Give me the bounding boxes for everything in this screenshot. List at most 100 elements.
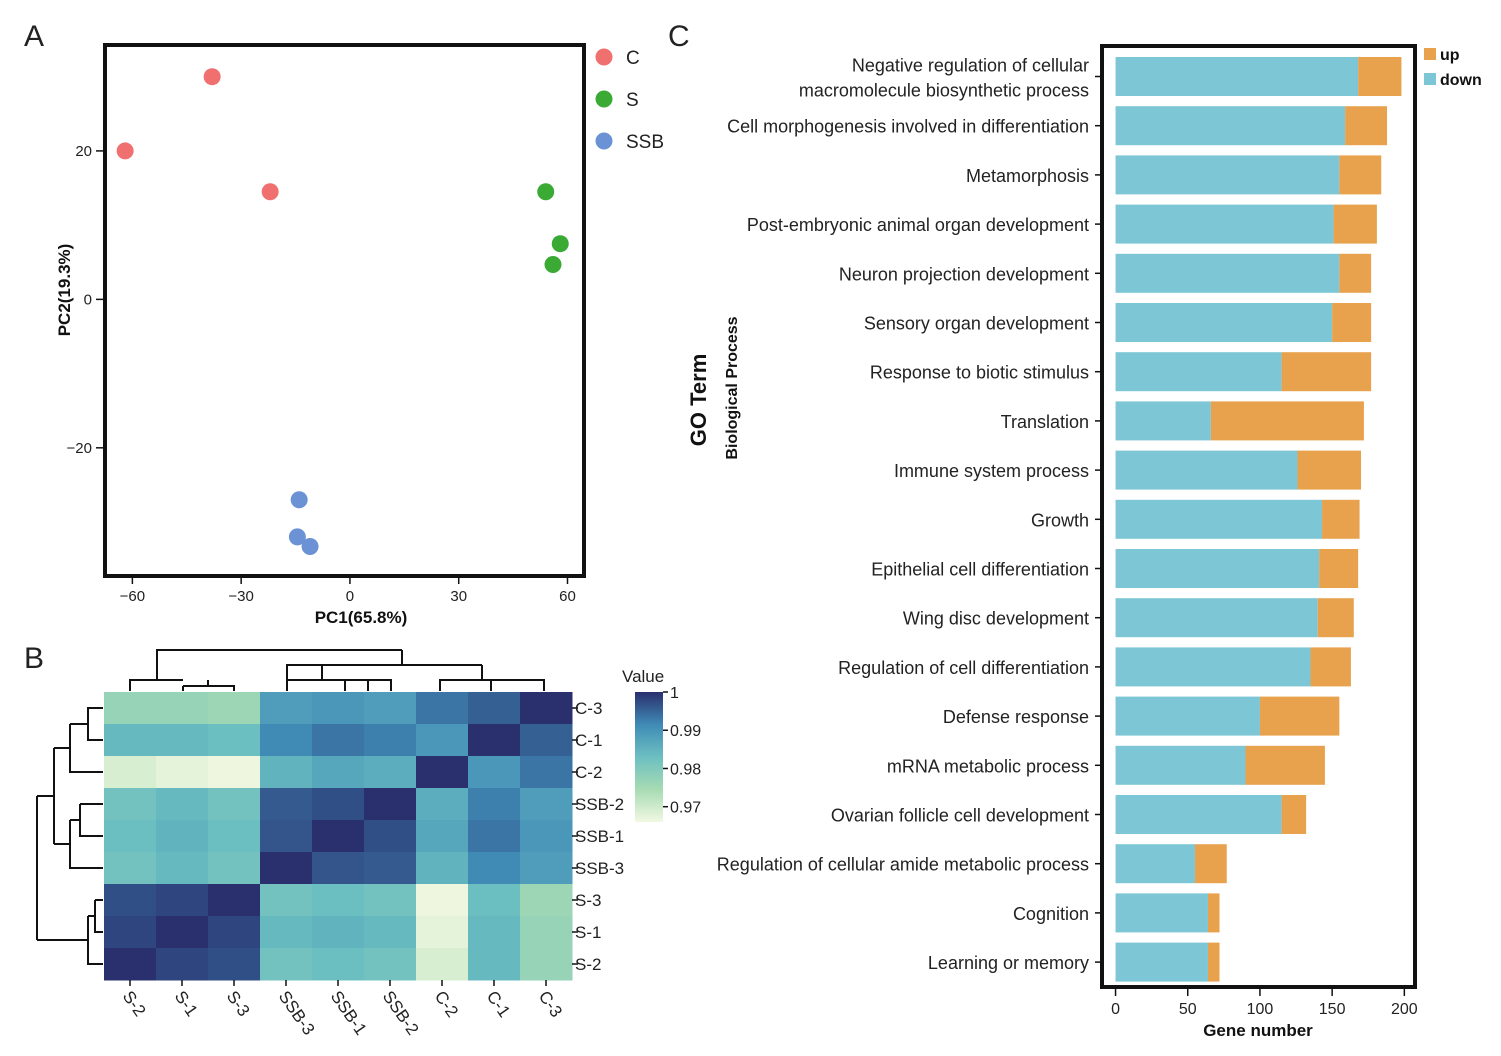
bar-down [1115, 204, 1334, 244]
go-term-label: Defense response [943, 707, 1089, 727]
heatmap-cell [156, 820, 209, 853]
pca-point-s [544, 255, 562, 273]
colorbar-tick-label: 0.98 [670, 761, 701, 778]
heatmap-cell [104, 884, 157, 917]
go-term-label-line: Negative regulation of cellular [852, 56, 1089, 76]
heatmap-row-labels: C-3 C-1 C-2 SSB-2 SSB-1 SSB-3 S-3 S-1 S-2 [572, 699, 624, 974]
pca-y-tick-label: 0 [84, 291, 92, 308]
heatmap-cell [416, 724, 469, 757]
heatmap-col-label: S-1 [171, 987, 202, 1020]
heatmap-col-label: SSB-3 [275, 987, 319, 1038]
go-term-label-line: Metamorphosis [966, 166, 1089, 186]
pca-x-tick-label: 30 [450, 588, 467, 605]
pca-x-axis: −60 −30 0 30 60 [120, 577, 576, 605]
go-term-label-line: Regulation of cellular amide metabolic p… [717, 855, 1089, 875]
bar-down [1115, 499, 1323, 539]
bar-up [1210, 401, 1364, 441]
legend-swatch-ssb [595, 132, 613, 150]
heatmap-cell [104, 756, 157, 789]
pca-point-ssb [290, 491, 308, 509]
bar-down [1115, 745, 1246, 785]
go-term-label-line: Sensory organ development [864, 314, 1089, 334]
heatmap-cell [468, 724, 521, 757]
column-dendrogram [129, 649, 545, 691]
bar-down [1115, 401, 1211, 441]
go-term-label-line: Cell morphogenesis involved in different… [727, 117, 1089, 137]
heatmap-cell [364, 820, 417, 853]
go-term-label-line: Epithelial cell differentiation [871, 560, 1089, 580]
go-x-tick-label: 0 [1111, 1001, 1120, 1018]
heatmap-cell [468, 788, 521, 821]
pca-legend: CS SSB [595, 48, 664, 153]
heatmap-row-label: S-3 [575, 891, 601, 910]
bar-up [1333, 204, 1377, 244]
colorbar-tick-label: 0.99 [670, 723, 701, 740]
heatmap-cell [520, 756, 573, 789]
heatmap-cell [416, 948, 469, 981]
go-term-label-line: Regulation of cell differentiation [838, 658, 1089, 678]
heatmap-cell [156, 916, 209, 949]
pca-x-tick-label: −30 [228, 588, 253, 605]
go-legend-swatch-up [1424, 48, 1436, 60]
go-term-label: Growth [1031, 510, 1089, 530]
heatmap-cell [364, 852, 417, 885]
go-term-label-line: Ovarian follicle cell development [831, 806, 1089, 826]
row-dendrogram [36, 707, 103, 965]
go-term-label: Translation [1001, 412, 1089, 432]
bar-down [1115, 893, 1208, 933]
bar-down [1115, 450, 1298, 490]
heatmap-cell [208, 788, 261, 821]
bar-up [1322, 499, 1360, 539]
go-term-label: Regulation of cell differentiation [838, 658, 1089, 678]
heatmap-cell [208, 820, 261, 853]
go-term-label-line: Learning or memory [928, 953, 1089, 973]
heatmap-cell [312, 884, 365, 917]
pca-point-s [537, 183, 555, 201]
heatmap-cell [520, 724, 573, 757]
heatmap-cells [104, 692, 573, 981]
heatmap-cell [208, 852, 261, 885]
heatmap-cell [364, 724, 417, 757]
heatmap-cell [312, 852, 365, 885]
pca-point-c [116, 142, 134, 160]
heatmap-cell [260, 724, 313, 757]
colorbar-ticks: 1 0.99 0.98 0.97 [663, 685, 701, 817]
heatmap-cell [260, 852, 313, 885]
heatmap-cell [364, 692, 417, 725]
go-term-label: mRNA metabolic process [887, 756, 1089, 776]
go-legend-label-down: down [1440, 72, 1482, 89]
bar-up [1281, 795, 1307, 834]
heatmap-cell [312, 788, 365, 821]
go-term-label-line: Wing disc development [903, 609, 1089, 629]
go-legend-label-up: up [1440, 47, 1460, 64]
heatmap-cell [156, 724, 209, 757]
go-term-label: Epithelial cell differentiation [871, 560, 1089, 580]
bar-down [1115, 549, 1320, 588]
heatmap-cell [312, 724, 365, 757]
go-y-axis-title: GO Term [686, 354, 711, 447]
heatmap-cell [156, 852, 209, 885]
go-term-label-line: Defense response [943, 707, 1089, 727]
colorbar-gradient [635, 692, 663, 822]
pca-x-tick-label: −60 [120, 588, 145, 605]
heatmap-cell [520, 692, 573, 725]
heatmap-cell [312, 756, 365, 789]
bar-up [1297, 450, 1362, 490]
go-plot-frame [1100, 44, 1417, 989]
heatmap-cell [416, 916, 469, 949]
heatmap-cell [520, 884, 573, 917]
go-x-axis-title: Gene number [1203, 1021, 1313, 1040]
heatmap-cell [416, 756, 469, 789]
heatmap-cell [156, 692, 209, 725]
go-term-bar-chart: Negative regulation of cellular macromole… [686, 44, 1482, 1040]
go-term-label: Neuron projection development [839, 264, 1089, 284]
bar-up [1207, 893, 1220, 933]
heatmap-cell [520, 852, 573, 885]
go-x-tick-label: 50 [1179, 1001, 1197, 1018]
panel-label-a: A [24, 20, 44, 53]
go-term-label: Regulation of cellular amide metabolic p… [717, 855, 1089, 875]
heatmap-cell [208, 692, 261, 725]
heatmap-cell [208, 884, 261, 917]
bar-down [1115, 106, 1346, 146]
heatmap-cell [208, 948, 261, 981]
